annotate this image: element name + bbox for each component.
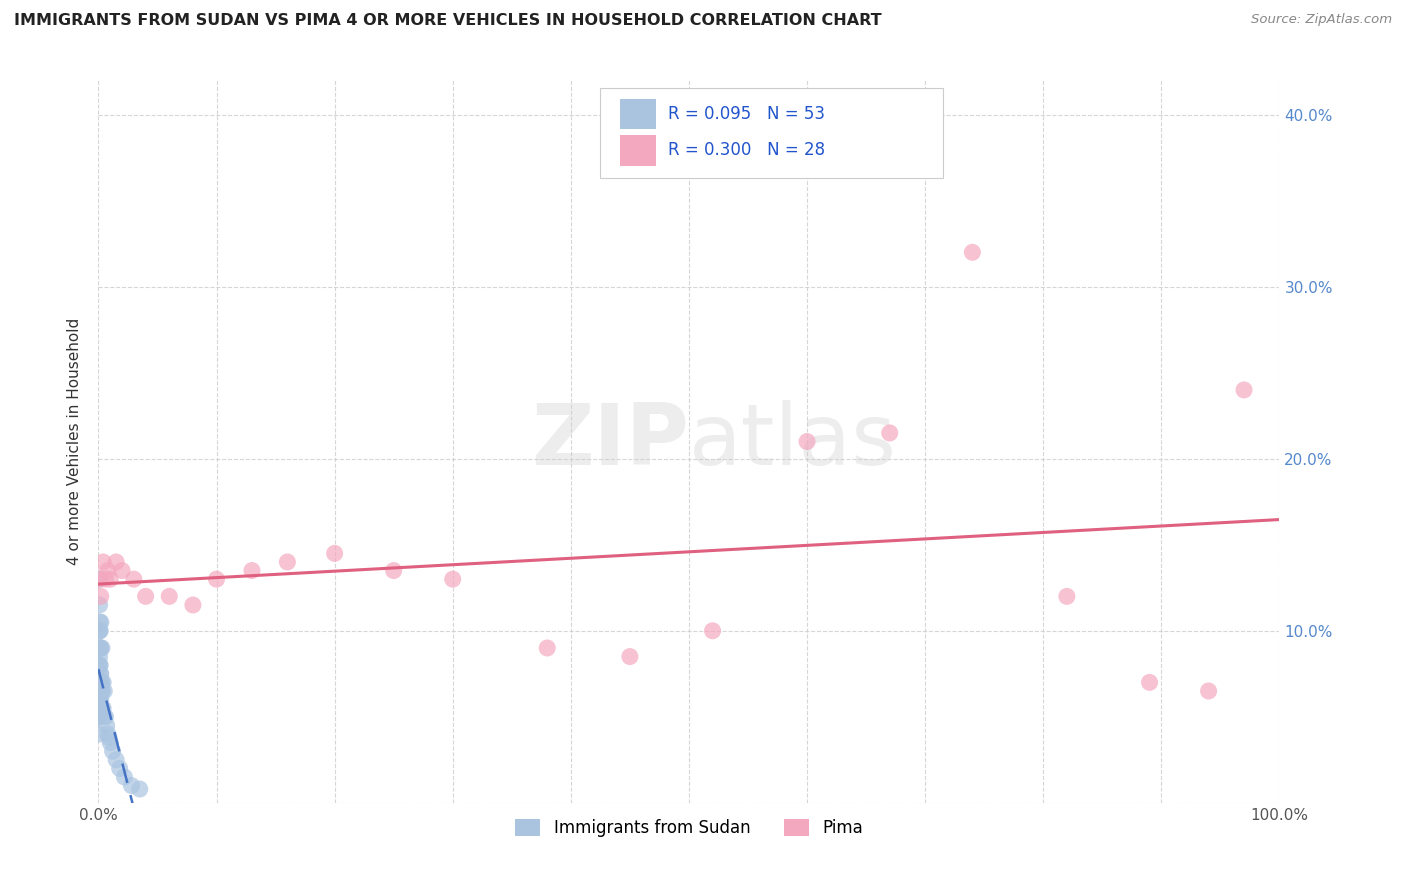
Point [97,727,120,741]
Point [91,555,114,569]
Text: ZIP: ZIP [531,400,689,483]
Point [91,701,114,715]
Text: R = 0.095   N = 53: R = 0.095 N = 53 [668,105,825,123]
Point [90,615,112,630]
Text: Source: ZipAtlas.com: Source: ZipAtlas.com [1251,13,1392,27]
Point [105,555,128,569]
Point [135,590,157,604]
Point [89,598,111,612]
Bar [620,136,655,166]
Y-axis label: 4 or more Vehicles in Household: 4 or more Vehicles in Household [67,318,83,566]
Point [90,590,112,604]
Point [87,692,110,706]
Point [94,572,117,586]
Point [89,710,111,724]
Point [1056,590,1078,604]
Point [111,564,134,578]
Point [702,624,724,638]
Point [91,640,114,655]
Legend: Immigrants from Sudan, Pima: Immigrants from Sudan, Pima [508,810,870,845]
Point [89,692,111,706]
Point [90,692,112,706]
Point [89,701,111,715]
Point [1198,684,1220,698]
Point [108,761,131,775]
Point [105,753,128,767]
Point [87,727,110,741]
Point [89,615,111,630]
Bar [620,99,655,129]
Point [98,572,121,586]
Text: IMMIGRANTS FROM SUDAN VS PIMA 4 OR MORE VEHICLES IN HOUSEHOLD CORRELATION CHART: IMMIGRANTS FROM SUDAN VS PIMA 4 OR MORE … [14,13,882,29]
Point [89,640,111,655]
Point [1139,675,1161,690]
Point [796,434,818,449]
Point [89,675,111,690]
Point [121,779,143,793]
FancyBboxPatch shape [600,87,943,178]
Point [91,675,114,690]
Point [89,658,111,673]
Point [89,640,111,655]
Point [181,598,204,612]
Point [91,684,114,698]
Point [93,710,115,724]
Point [98,731,121,745]
Point [90,675,112,690]
Point [93,684,115,698]
Point [89,572,111,586]
Point [94,710,117,724]
Point [619,649,641,664]
Point [112,770,135,784]
Point [205,572,228,586]
Point [89,624,111,638]
Point [89,572,111,586]
Point [101,744,124,758]
Point [89,649,111,664]
Point [90,684,112,698]
Point [89,624,111,638]
Point [89,675,111,690]
Point [240,564,263,578]
Point [89,640,111,655]
Point [91,701,114,715]
Point [91,675,114,690]
Point [89,666,111,681]
Point [382,564,405,578]
Point [89,710,111,724]
Point [90,684,112,698]
Text: R = 0.300   N = 28: R = 0.300 N = 28 [668,141,825,160]
Point [89,658,111,673]
Point [89,692,111,706]
Point [89,684,111,698]
Text: atlas: atlas [689,400,897,483]
Point [90,666,112,681]
Point [87,675,110,690]
Point [441,572,464,586]
Point [128,782,150,797]
Point [89,658,111,673]
Point [323,546,346,560]
Point [98,735,121,749]
Point [879,425,901,440]
Point [96,718,118,732]
Point [90,640,112,655]
Point [122,572,145,586]
Point [157,590,180,604]
Point [962,245,984,260]
Point [89,692,111,706]
Point [89,675,111,690]
Point [536,640,558,655]
Point [97,564,120,578]
Point [1233,383,1256,397]
Point [89,624,111,638]
Point [276,555,298,569]
